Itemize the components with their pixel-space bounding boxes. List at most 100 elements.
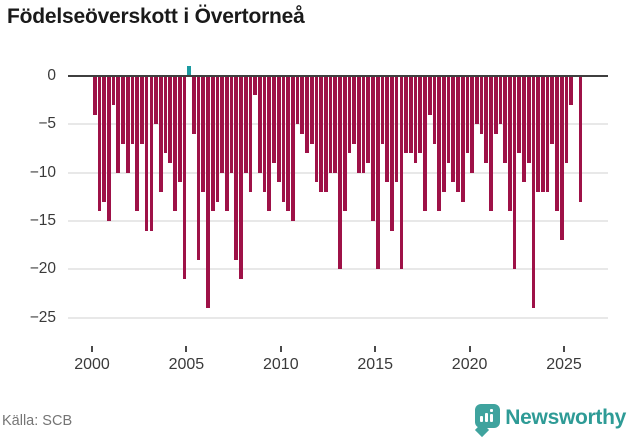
bar-2012-Q1 [319, 77, 324, 192]
bar-2017-Q3 [423, 77, 427, 212]
bar-2011-Q1 [300, 77, 305, 134]
bar-2013-Q1 [338, 77, 342, 270]
bar-2011-Q3 [309, 77, 314, 144]
y-tick-label: −10 [29, 163, 56, 181]
bar-2024-Q3 [555, 77, 559, 212]
bar-2020-Q2 [474, 77, 479, 125]
bar-2019-Q3 [460, 77, 465, 202]
bar-2013-Q2 [342, 77, 347, 212]
bar-2021-Q3 [498, 77, 503, 125]
bar-2003-Q4 [163, 77, 168, 154]
bar-2025-Q4 [578, 77, 583, 202]
bar-2003-Q1 [149, 77, 154, 231]
x-tick-2015 [374, 346, 377, 352]
bar-2018-Q3 [441, 77, 446, 192]
bar-2023-Q4 [541, 77, 545, 192]
bar-2000-Q2 [97, 77, 102, 212]
logo-bar-small [480, 416, 483, 422]
bar-2006-Q4 [220, 77, 224, 173]
bar-2007-Q1 [224, 77, 229, 212]
bar-2003-Q3 [158, 77, 163, 192]
bar-2015-Q2 [380, 77, 385, 144]
bar-2016-Q1 [394, 77, 399, 183]
bar-2019-Q4 [465, 77, 470, 154]
bar-2015-Q4 [390, 77, 394, 231]
bar-2011-Q2 [305, 77, 309, 154]
bar-2016-Q4 [408, 77, 413, 154]
bar-2002-Q3 [140, 77, 144, 144]
logo-bar-tall [490, 414, 493, 422]
y-tick-label: −25 [29, 308, 56, 326]
gridline--25 [68, 316, 608, 319]
bar-2019-Q1 [451, 77, 456, 183]
bar-2022-Q4 [522, 77, 526, 183]
logo-exclamation-dot [490, 409, 493, 412]
x-tick-label: 2005 [168, 356, 205, 373]
bar-2014-Q4 [371, 77, 375, 221]
x-tick-2025 [563, 346, 565, 352]
x-tick-2020 [468, 346, 471, 352]
bar-2013-Q3 [347, 77, 352, 154]
gridline--15 [68, 219, 608, 222]
bar-2010-Q2 [286, 77, 291, 212]
bar-2001-Q3 [121, 77, 125, 144]
bar-2018-Q2 [437, 77, 441, 212]
bar-2015-Q3 [385, 77, 390, 183]
bar-2019-Q2 [456, 77, 460, 192]
bar-2009-Q1 [262, 77, 267, 192]
bar-2009-Q4 [276, 77, 281, 183]
bar-2023-Q1 [526, 77, 531, 163]
bar-2017-Q2 [418, 77, 423, 154]
bar-2016-Q2 [399, 77, 404, 270]
x-tick-2005 [185, 346, 188, 352]
bar-2016-Q3 [404, 77, 408, 154]
bar-2012-Q3 [328, 77, 333, 173]
bar-2021-Q1 [489, 77, 493, 212]
bar-2007-Q4 [239, 77, 243, 279]
bar-2000-Q4 [107, 77, 111, 221]
bar-2011-Q4 [314, 77, 319, 183]
bar-2025-Q2 [569, 77, 574, 105]
bar-2017-Q4 [427, 77, 432, 115]
x-tick-label: 2010 [263, 356, 299, 373]
bar-2010-Q3 [291, 77, 295, 221]
bar-2023-Q3 [536, 77, 541, 192]
bar-2020-Q3 [479, 77, 484, 134]
y-tick-label: −20 [29, 260, 56, 278]
bar-2021-Q4 [503, 77, 507, 163]
bar-2001-Q2 [116, 77, 121, 173]
bar-2022-Q3 [517, 77, 522, 154]
bar-2008-Q2 [248, 77, 253, 192]
x-tick-label: 2015 [357, 356, 393, 373]
bar-2000-Q3 [102, 77, 107, 202]
x-tick-label: 2000 [74, 356, 110, 373]
bar-2009-Q2 [267, 77, 272, 212]
bar-2006-Q1 [206, 77, 210, 308]
bar-2003-Q2 [154, 77, 158, 125]
bar-2005-Q1 [187, 66, 191, 76]
bar-2002-Q4 [144, 77, 149, 231]
gridline--20 [68, 268, 608, 271]
bar-2009-Q3 [272, 77, 276, 163]
y-tick-label: −5 [38, 115, 56, 133]
x-tick-label: 2025 [546, 356, 582, 373]
bar-2008-Q3 [253, 77, 257, 96]
bar-2010-Q1 [281, 77, 286, 202]
bar-2024-Q1 [545, 77, 550, 192]
bar-2014-Q2 [361, 77, 366, 173]
chart-title: Födelseöverskott i Övertorneå [7, 5, 305, 28]
bar-2025-Q1 [564, 77, 569, 163]
bar-2005-Q4 [201, 77, 206, 192]
gridline--5 [68, 123, 608, 126]
bar-2004-Q2 [173, 77, 177, 212]
gridline--10 [68, 171, 608, 174]
bar-2018-Q1 [432, 77, 437, 144]
newsworthy-wordmark: Newsworthy [505, 406, 626, 429]
bar-2014-Q1 [357, 77, 361, 173]
bar-2022-Q1 [508, 77, 512, 212]
bar-2005-Q3 [196, 77, 201, 260]
x-tick-2000 [91, 346, 93, 352]
bar-2007-Q3 [234, 77, 239, 260]
bar-2014-Q3 [366, 77, 371, 163]
